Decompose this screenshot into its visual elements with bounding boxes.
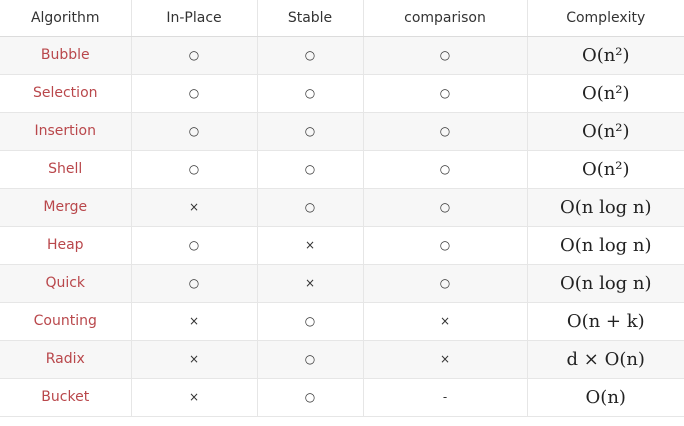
complexity-value: O(n log n) — [527, 188, 684, 227]
algorithm-name: Heap — [0, 226, 132, 265]
stable-value: ○ — [257, 302, 364, 341]
stable-value: ○ — [257, 74, 364, 113]
header-stable: Stable — [257, 0, 364, 37]
table-row: Insertion ○ ○ ○ O(n²) — [0, 112, 684, 151]
comparison-value: ○ — [363, 188, 528, 227]
in-place-value: × — [131, 340, 258, 379]
comparison-value: ○ — [363, 264, 528, 303]
stable-value: × — [257, 226, 364, 265]
table-header-row: Algorithm In-Place Stable comparison Com… — [0, 0, 684, 37]
comparison-value: ○ — [363, 226, 528, 265]
stable-value: ○ — [257, 378, 364, 417]
comparison-value: ○ — [363, 112, 528, 151]
in-place-value: ○ — [131, 36, 258, 75]
complexity-value: d × O(n) — [527, 340, 684, 379]
table-row: Heap ○ × ○ O(n log n) — [0, 226, 684, 265]
table-row: Shell ○ ○ ○ O(n²) — [0, 150, 684, 189]
table-row: Bucket × ○ - O(n) — [0, 378, 684, 417]
algorithm-name: Insertion — [0, 112, 132, 151]
stable-value: ○ — [257, 340, 364, 379]
algorithm-name: Selection — [0, 74, 132, 113]
complexity-value: O(n²) — [527, 36, 684, 75]
complexity-value: O(n + k) — [527, 302, 684, 341]
comparison-value: ○ — [363, 150, 528, 189]
in-place-value: ○ — [131, 264, 258, 303]
table-row: Bubble ○ ○ ○ O(n²) — [0, 36, 684, 75]
in-place-value: × — [131, 378, 258, 417]
table-row: Radix × ○ × d × O(n) — [0, 340, 684, 379]
header-algorithm: Algorithm — [0, 0, 132, 37]
comparison-value: × — [363, 302, 528, 341]
complexity-value: O(n²) — [527, 74, 684, 113]
complexity-value: O(n) — [527, 378, 684, 417]
in-place-value: × — [131, 302, 258, 341]
stable-value: ○ — [257, 112, 364, 151]
in-place-value: ○ — [131, 112, 258, 151]
header-in-place: In-Place — [131, 0, 258, 37]
table-row: Quick ○ × ○ O(n log n) — [0, 264, 684, 303]
comparison-value: × — [363, 340, 528, 379]
algorithm-name: Shell — [0, 150, 132, 189]
complexity-value: O(n²) — [527, 112, 684, 151]
algorithm-name: Radix — [0, 340, 132, 379]
comparison-value: ○ — [363, 36, 528, 75]
algorithm-name: Merge — [0, 188, 132, 227]
algorithm-name: Counting — [0, 302, 132, 341]
table-row: Counting × ○ × O(n + k) — [0, 302, 684, 341]
in-place-value: ○ — [131, 74, 258, 113]
header-complexity: Complexity — [527, 0, 684, 37]
stable-value: ○ — [257, 36, 364, 75]
complexity-value: O(n log n) — [527, 226, 684, 265]
sorting-algorithms-table: Algorithm In-Place Stable comparison Com… — [0, 0, 684, 417]
algorithm-name: Quick — [0, 264, 132, 303]
in-place-value: ○ — [131, 226, 258, 265]
in-place-value: ○ — [131, 150, 258, 189]
in-place-value: × — [131, 188, 258, 227]
comparison-value: - — [363, 378, 528, 417]
comparison-value: ○ — [363, 74, 528, 113]
stable-value: ○ — [257, 188, 364, 227]
header-comparison: comparison — [363, 0, 528, 37]
complexity-value: O(n²) — [527, 150, 684, 189]
table-row: Merge × ○ ○ O(n log n) — [0, 188, 684, 227]
algorithm-name: Bubble — [0, 36, 132, 75]
stable-value: ○ — [257, 150, 364, 189]
table-row: Selection ○ ○ ○ O(n²) — [0, 74, 684, 113]
complexity-value: O(n log n) — [527, 264, 684, 303]
algorithm-name: Bucket — [0, 378, 132, 417]
stable-value: × — [257, 264, 364, 303]
